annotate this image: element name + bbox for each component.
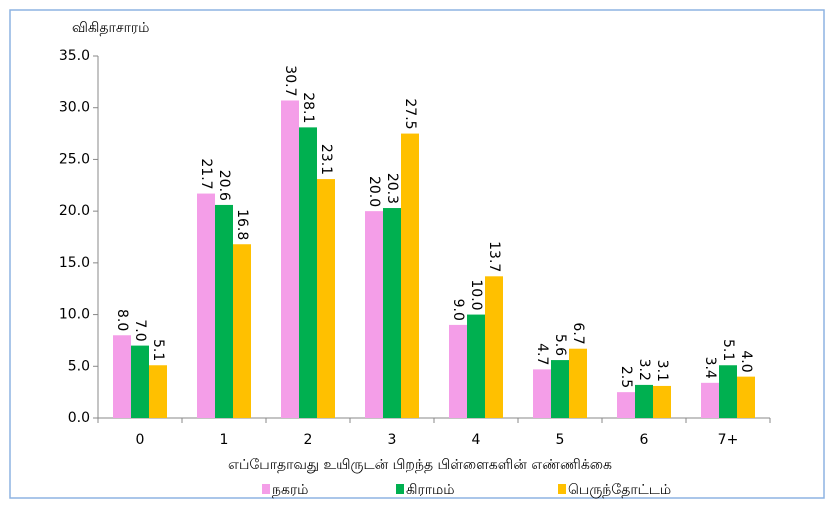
value-label: 3.2 [636, 359, 652, 381]
y-tick-label: 10.0 [59, 307, 90, 323]
bar [701, 382, 719, 418]
value-label: 21.7 [198, 158, 214, 189]
bar [467, 314, 485, 418]
bar [215, 204, 233, 418]
bar [149, 365, 167, 418]
bar [617, 392, 635, 418]
bar [485, 276, 503, 418]
value-label: 30.7 [282, 65, 298, 96]
value-label: 4.0 [738, 350, 754, 372]
value-label: 5.6 [552, 334, 568, 356]
bar [365, 211, 383, 418]
bar [281, 100, 299, 418]
legend-label: கிராமம் [406, 482, 455, 498]
bar [653, 385, 671, 418]
bar [449, 324, 467, 418]
bar [113, 335, 131, 418]
y-tick-label: 20.0 [59, 203, 90, 219]
bar [719, 365, 737, 418]
y-tick-label: 5.0 [68, 358, 90, 374]
bar [635, 384, 653, 418]
legend-swatch [396, 484, 404, 494]
legend-swatch [262, 484, 270, 494]
x-tick-label: 2 [304, 432, 313, 448]
y-tick-label: 0.0 [68, 410, 90, 426]
value-label: 13.7 [486, 241, 502, 272]
bar [197, 193, 215, 418]
bar [551, 360, 569, 418]
bar [533, 369, 551, 418]
y-axis-title: விகிதாசாரம் [72, 20, 149, 36]
bar [569, 348, 587, 418]
value-label: 2.5 [618, 366, 634, 388]
bar [317, 179, 335, 418]
value-label: 20.6 [216, 170, 232, 201]
y-tick-label: 35.0 [59, 48, 90, 64]
value-label: 10.0 [468, 279, 484, 310]
y-tick-label: 15.0 [59, 255, 90, 271]
x-tick-label: 0 [136, 432, 145, 448]
value-label: 5.1 [150, 339, 166, 361]
bar [299, 127, 317, 418]
legend-swatch [558, 484, 566, 494]
value-label: 6.7 [570, 322, 586, 344]
value-label: 27.5 [402, 98, 418, 129]
value-label: 9.0 [450, 299, 466, 321]
value-label: 8.0 [114, 309, 130, 331]
value-label: 20.0 [366, 176, 382, 207]
bar [233, 244, 251, 418]
x-tick-label: 4 [472, 432, 481, 448]
value-label: 7.0 [132, 319, 148, 341]
value-label: 23.1 [318, 144, 334, 175]
value-label: 28.1 [300, 92, 316, 123]
legend-label: பெருந்தோட்டம் [568, 482, 671, 498]
value-label: 16.8 [234, 209, 250, 240]
bar [737, 376, 755, 418]
bar [383, 208, 401, 418]
value-label: 4.7 [534, 343, 550, 365]
x-axis-title: எப்போதாவது உயிருடன் பிறந்த பிள்ளைகளின் எ… [228, 457, 612, 473]
value-label: 3.1 [654, 360, 670, 382]
x-tick-label: 1 [220, 432, 229, 448]
x-tick-label: 6 [640, 432, 649, 448]
x-tick-label: 7+ [718, 432, 739, 448]
y-tick-label: 25.0 [59, 151, 90, 167]
value-label: 5.1 [720, 339, 736, 361]
y-tick-label: 30.0 [59, 100, 90, 116]
legend-label: நகரம் [272, 482, 308, 498]
value-label: 3.4 [702, 357, 718, 379]
bar [401, 133, 419, 419]
bar [131, 345, 149, 418]
x-tick-label: 3 [388, 432, 397, 448]
x-tick-label: 5 [556, 432, 565, 448]
value-label: 20.3 [384, 173, 400, 204]
